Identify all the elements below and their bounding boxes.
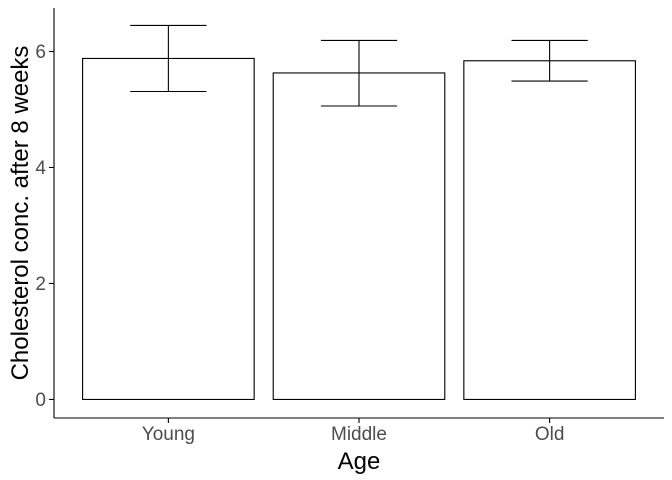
y-tick-label: 6 (35, 42, 46, 63)
y-tick-label: 0 (35, 390, 46, 411)
bar-middle (272, 72, 446, 400)
x-axis-title: Age (338, 448, 381, 475)
bars-group (82, 57, 636, 400)
y-ticks-group: 0 2 4 6 (35, 42, 54, 411)
error-bars-group (130, 24, 588, 107)
y-axis-title: Cholesterol conc. after 8 weeks (7, 46, 34, 381)
bar-old (463, 60, 636, 400)
x-ticks-group: Young Middle Old (142, 418, 565, 445)
y-tick-label: 4 (35, 158, 46, 179)
bar-young (82, 57, 255, 400)
x-tick-label: Middle (331, 424, 387, 445)
x-tick-label: Old (535, 424, 565, 445)
y-tick-label: 2 (35, 274, 46, 295)
x-tick-label: Young (142, 424, 195, 445)
